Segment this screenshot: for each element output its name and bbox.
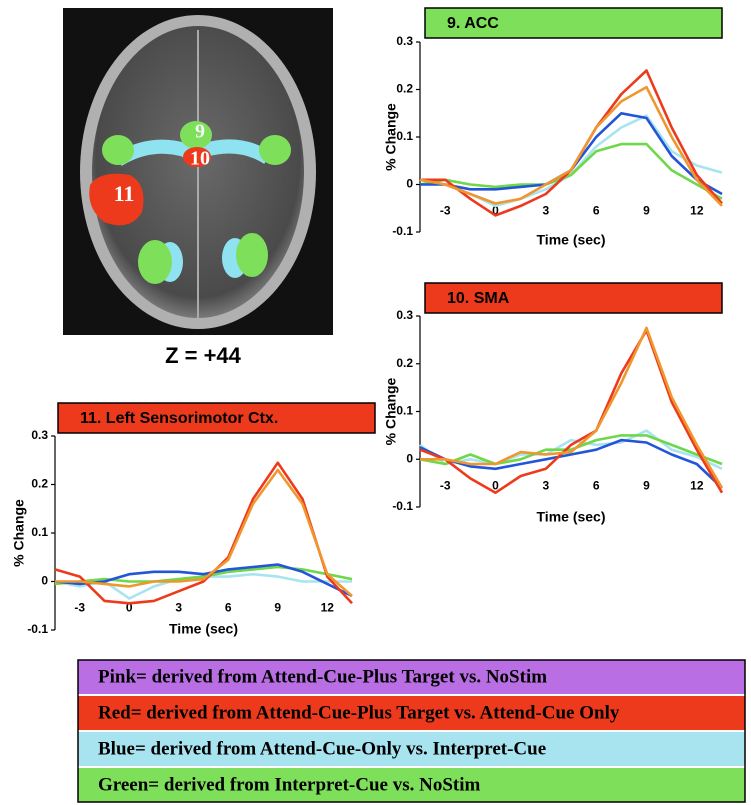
title-box [57,402,376,434]
data-line [419,434,723,466]
data-line [420,69,723,217]
x-tick-label: 12 [690,478,704,492]
data-line [419,85,723,207]
x-axis-label: Time (sec) [537,509,606,525]
x-tick-label: 9 [643,204,650,218]
y-tick-label: 0 [41,574,48,588]
data-line [419,142,723,200]
legend-row [78,768,745,802]
legend-text: Pink= derived from Attend-Cue-Plus Targe… [98,666,547,687]
region-label: 10 [190,148,210,170]
x-tick-label: -3 [74,601,85,615]
data-line [419,429,723,470]
y-tick-label: -0.1 [392,224,413,238]
y-tick-label: 0 [406,177,413,191]
y-axis-label: % Change [383,377,399,445]
x-tick-label: 0 [492,478,499,492]
region-label: 9 [195,121,205,143]
x-tick-label: 6 [593,204,600,218]
slice-caption: Z = +44 [165,343,242,368]
data-line [419,329,724,494]
legend-text: Green= derived from Interpret-Cue vs. No… [98,774,480,795]
x-tick-label: 12 [690,204,704,218]
legend-row [78,732,745,766]
x-tick-label: 3 [542,204,549,218]
legend-text: Blue= derived from Attend-Cue-Only vs. I… [98,738,546,759]
x-tick-label: -3 [440,204,451,218]
legend: Pink= derived from Attend-Cue-Plus Targe… [77,659,746,803]
y-tick-label: 0.2 [396,356,413,370]
y-tick-label: 0.1 [396,404,413,418]
y-tick-label: 0 [406,451,413,465]
region-label: 11 [114,181,135,206]
legend-text: Red= derived from Attend-Cue-Plus Target… [98,702,620,723]
x-axis-label: Time (sec) [537,232,606,248]
title-box [424,7,723,39]
legend-row [78,696,745,730]
legend-row [78,660,745,694]
y-tick-label: 0.2 [31,477,48,491]
y-tick-label: 0.2 [396,82,413,96]
data-line [54,563,353,598]
x-tick-label: 0 [492,204,499,218]
chart-title: 11. Left Sensorimotor Ctx. [80,410,278,427]
legend-border [77,659,746,803]
y-tick-label: 0.1 [396,129,413,143]
title-box [424,282,723,314]
x-tick-label: 3 [175,601,182,615]
y-tick-label: -0.1 [27,622,48,636]
y-tick-label: 0.3 [396,34,413,48]
x-tick-label: 9 [643,478,650,492]
x-tick-label: 12 [321,601,335,615]
chart-title: 9. ACC [447,15,499,32]
x-tick-label: 3 [542,478,549,492]
x-tick-label: 6 [225,601,232,615]
chart-title: 10. SMA [447,290,510,307]
data-line [55,468,353,597]
brain-image: 9 10 11 [63,8,333,335]
y-tick-label: 0.3 [31,428,48,442]
data-line [54,461,353,605]
x-tick-label: -3 [440,478,451,492]
data-line [420,326,724,489]
x-tick-label: 9 [274,601,281,615]
data-line [54,565,353,586]
x-axis-label: Time (sec) [169,621,238,637]
y-axis-label: % Change [383,103,399,171]
y-tick-label: 0.1 [31,525,48,539]
x-tick-label: 6 [593,478,600,492]
y-axis-label: % Change [11,499,27,567]
y-tick-label: -0.1 [392,499,413,513]
data-line [419,438,723,489]
y-tick-label: 0.3 [396,308,413,322]
x-tick-label: 0 [126,601,133,615]
